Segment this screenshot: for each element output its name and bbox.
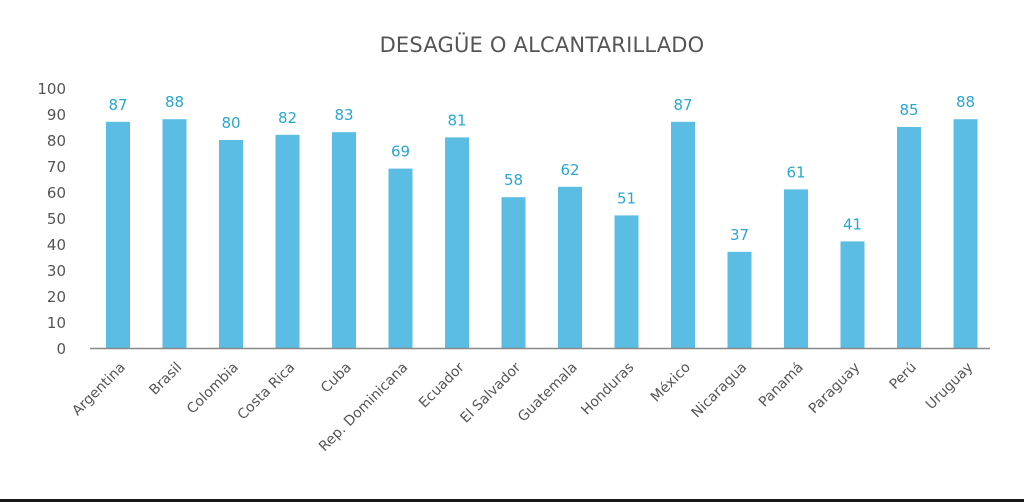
data-label: 82 [278, 109, 297, 127]
x-tick-label: Colombia [184, 360, 242, 418]
x-tick-label: El Salvador [457, 359, 524, 426]
bar [219, 140, 243, 348]
bar [727, 251, 752, 348]
data-label: 61 [786, 163, 805, 181]
x-tick-label: Ecuador [416, 359, 468, 411]
x-tick-label: Paraguay [806, 360, 864, 418]
x-tick-label: Nicaragua [689, 360, 751, 422]
bar [501, 197, 526, 348]
bar [388, 168, 413, 348]
bar [275, 134, 300, 348]
y-tick-label: 30 [47, 262, 66, 280]
bar [614, 215, 639, 348]
x-tick-label: Costa Rica [235, 360, 299, 424]
data-label: 69 [391, 143, 410, 161]
data-label: 51 [617, 189, 636, 207]
data-label: 81 [447, 111, 466, 129]
bar [558, 186, 582, 348]
bar [671, 121, 695, 348]
y-tick-label: 0 [56, 340, 66, 358]
x-tick-label: Uruguay [923, 360, 976, 413]
bar [784, 189, 808, 348]
data-label: 37 [730, 226, 749, 244]
chart-title: DESAGÜE O ALCANTARILLADO [379, 33, 705, 57]
bar [106, 121, 130, 348]
bar [162, 119, 187, 348]
data-label: 80 [221, 114, 240, 132]
y-tick-label: 20 [47, 288, 66, 306]
y-tick-label: 100 [37, 80, 66, 98]
bar [897, 127, 921, 348]
bar [332, 132, 356, 348]
data-label: 83 [334, 106, 353, 124]
bar [840, 241, 865, 348]
y-tick-label: 90 [47, 106, 66, 124]
x-tick-label: Cuba [318, 360, 355, 397]
x-tick-label: Honduras [578, 360, 637, 419]
y-tick-label: 50 [47, 210, 66, 228]
data-label: 88 [956, 93, 975, 111]
data-label: 87 [108, 96, 127, 114]
bar [445, 137, 469, 348]
x-tick-label: Argentina [69, 360, 129, 420]
bar [953, 119, 978, 348]
y-tick-label: 80 [47, 132, 66, 150]
y-tick-label: 10 [47, 314, 66, 332]
x-tick-label: Panamá [756, 360, 807, 411]
data-label: 58 [504, 171, 523, 189]
data-label: 87 [673, 96, 692, 114]
y-tick-label: 60 [47, 184, 66, 202]
bottom-border [0, 499, 1024, 502]
x-tick-label: Guatemala [515, 360, 581, 426]
x-tick-label: Perú [886, 360, 919, 393]
data-label: 62 [560, 161, 579, 179]
data-label: 41 [843, 215, 862, 233]
x-tick-label: México [648, 360, 694, 406]
y-tick-label: 70 [47, 158, 66, 176]
data-label: 88 [165, 93, 184, 111]
data-label: 85 [899, 101, 918, 119]
x-tick-label: Brasil [146, 360, 185, 399]
y-tick-label: 40 [47, 236, 66, 254]
